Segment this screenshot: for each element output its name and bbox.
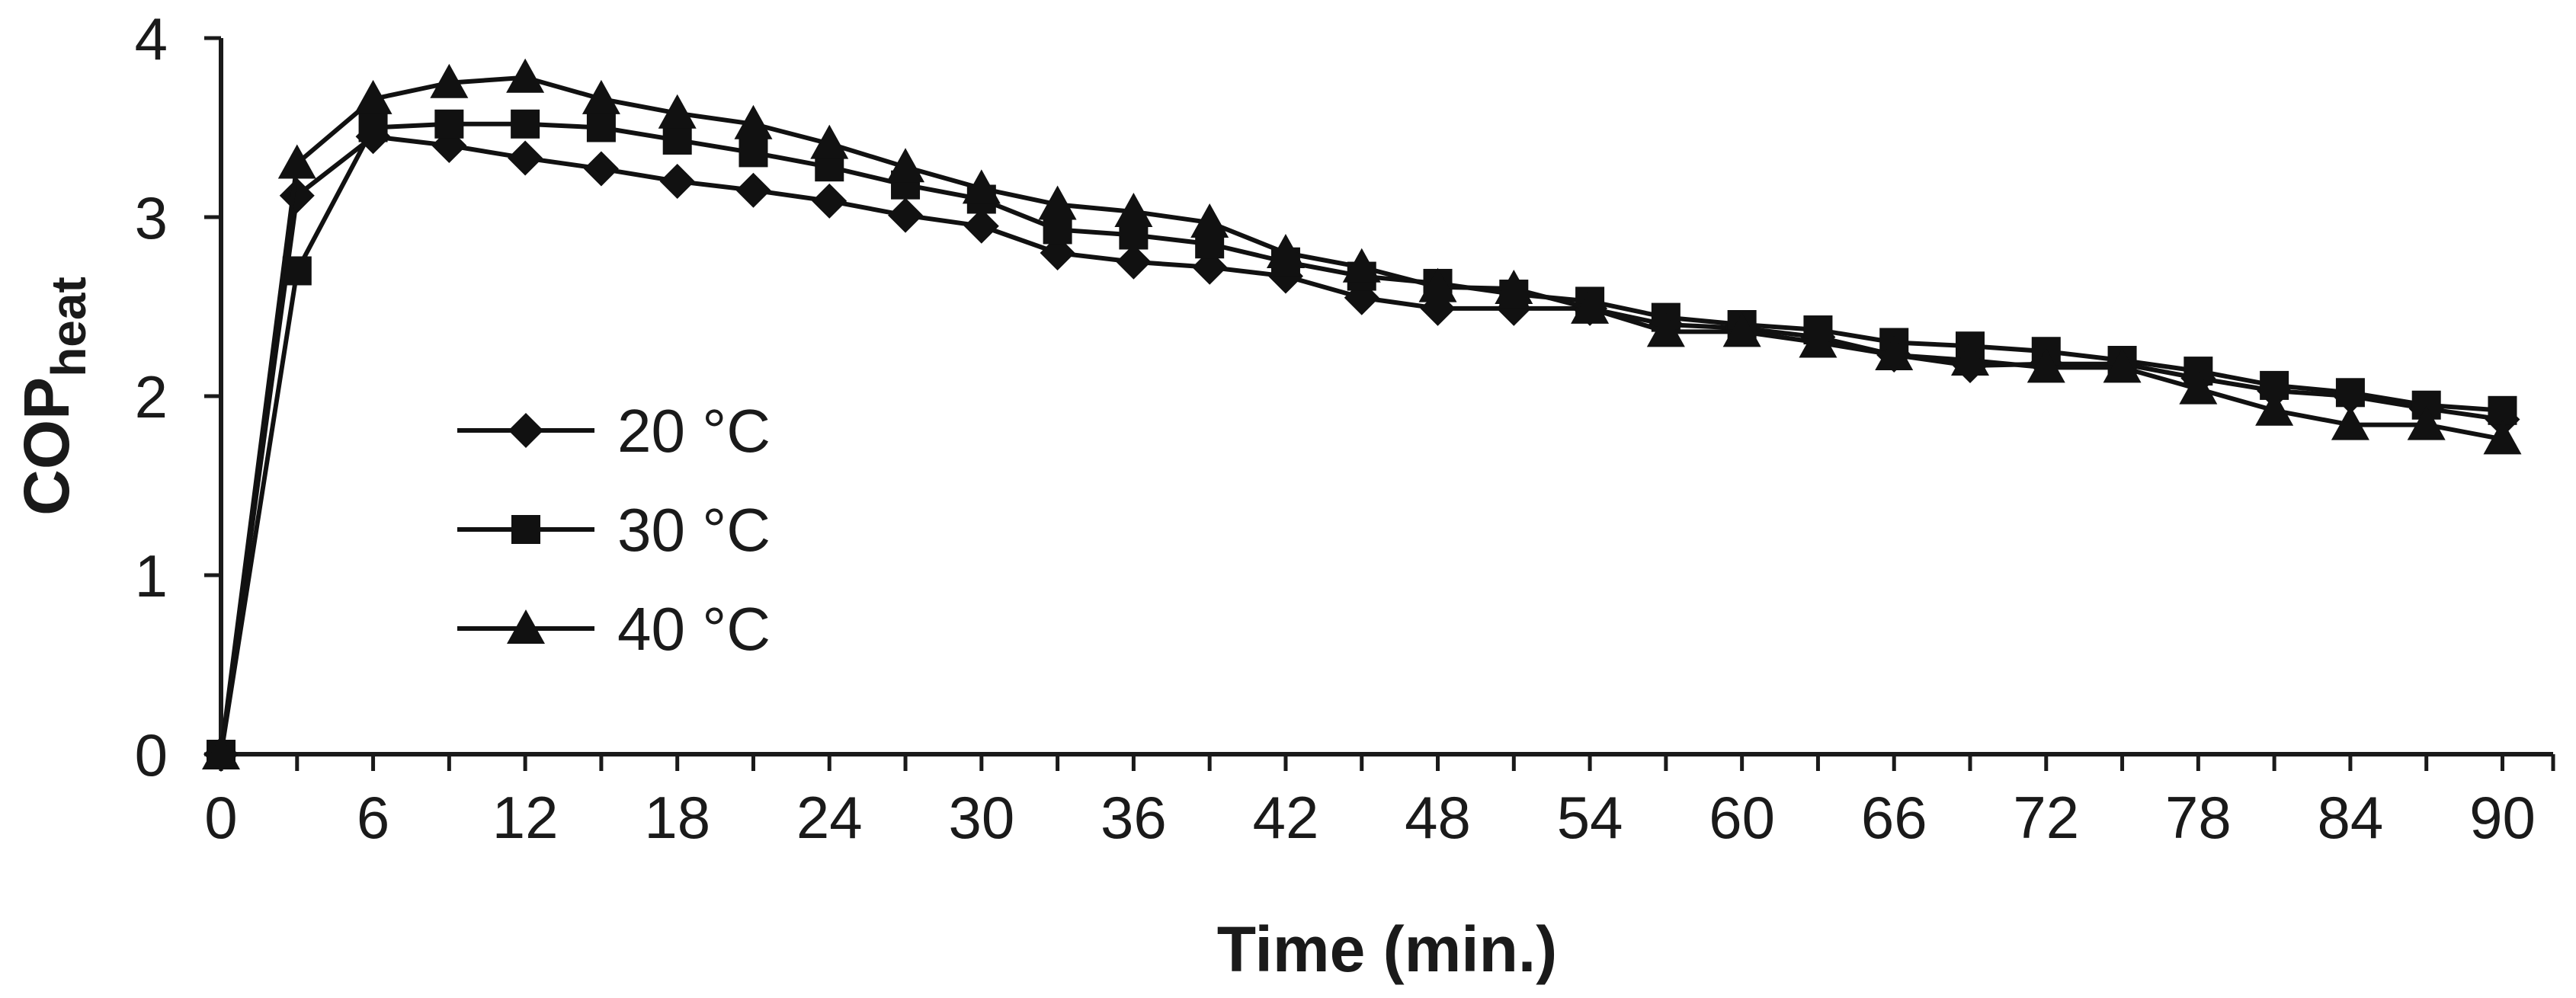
data-point	[739, 138, 768, 168]
legend-label: 40 °C	[617, 595, 771, 663]
data-point	[430, 63, 469, 98]
x-tick-label: 66	[1861, 784, 1927, 851]
data-point	[1114, 192, 1153, 227]
data-point	[279, 178, 315, 213]
x-tick-label: 84	[2318, 784, 2384, 851]
data-point	[1192, 249, 1228, 285]
x-tick-label: 60	[1709, 784, 1775, 851]
y-tick-label: 4	[135, 5, 168, 72]
y-axis-title-main: COP	[11, 377, 82, 516]
data-point	[963, 208, 999, 244]
data-point	[434, 109, 464, 139]
data-point	[1951, 341, 1989, 376]
x-tick-label: 78	[2165, 784, 2232, 851]
data-point	[583, 151, 619, 187]
x-tick-label: 6	[357, 784, 389, 851]
y-axis-title-subscript: heat	[41, 277, 96, 377]
data-point	[886, 148, 925, 183]
legend-label: 20 °C	[617, 397, 771, 465]
data-point	[277, 144, 316, 179]
series-diamond	[203, 119, 2520, 772]
data-point	[662, 125, 692, 155]
series-triangle	[202, 58, 2522, 769]
series-square	[207, 109, 2517, 769]
y-tick-label: 3	[135, 184, 168, 251]
x-tick-label: 24	[796, 784, 863, 851]
x-tick-label: 30	[948, 784, 1014, 851]
data-point	[202, 735, 240, 769]
x-tick-label: 36	[1101, 784, 1167, 851]
data-point	[1266, 234, 1305, 268]
data-point	[659, 164, 695, 199]
data-point	[1646, 312, 1685, 347]
data-point	[506, 58, 545, 93]
legend-item: 40 °C	[457, 595, 771, 663]
data-point	[962, 169, 1001, 204]
series-line	[219, 75, 2504, 755]
x-tick-label: 72	[2013, 784, 2079, 851]
data-point	[2179, 369, 2218, 405]
legend-marker	[511, 515, 540, 544]
data-point	[735, 172, 771, 208]
legend-item: 30 °C	[457, 496, 771, 564]
data-point	[1038, 185, 1077, 220]
data-point	[1495, 270, 1533, 304]
data-point	[586, 113, 616, 142]
legend-marker	[508, 413, 543, 448]
y-tick-label: 0	[135, 721, 168, 788]
x-tick-label: 12	[492, 784, 559, 851]
y-axis-title: COPheat	[11, 277, 96, 516]
y-tick-label: 1	[135, 542, 168, 609]
y-tick-label: 2	[135, 363, 168, 430]
data-point	[2027, 348, 2065, 383]
data-point	[888, 197, 924, 233]
data-point	[358, 113, 388, 142]
data-point	[1043, 215, 1072, 245]
data-point	[810, 124, 849, 159]
data-point	[508, 140, 543, 176]
series-line	[219, 121, 2503, 755]
data-point	[2407, 405, 2446, 440]
series-layer	[202, 58, 2522, 772]
data-point	[582, 79, 620, 114]
data-point	[812, 183, 847, 219]
y-axis: 0 1 2 3 4	[135, 5, 223, 788]
y-ticks: 0 1 2 3 4	[135, 5, 221, 788]
series-line	[219, 134, 2503, 755]
data-point	[282, 256, 312, 286]
legend-item: 20 °C	[457, 397, 771, 465]
data-point	[1571, 289, 1610, 324]
legend-marker	[507, 609, 545, 644]
data-point	[1190, 203, 1229, 238]
data-point	[2483, 420, 2522, 455]
x-tick-label: 18	[644, 784, 710, 851]
data-point	[1418, 267, 1457, 302]
legend: 20 °C 30 °C 40 °C	[457, 397, 771, 663]
x-tick-label: 48	[1405, 784, 1471, 851]
data-point	[1040, 235, 1075, 270]
x-ticks: 0 6 12 18 24 30 36 42 48 54 60 66 72 78 84 90	[204, 754, 2555, 851]
x-tick-label: 90	[2469, 784, 2536, 851]
data-point	[1875, 335, 1914, 370]
data-point	[1722, 312, 1761, 347]
x-tick-label: 54	[1557, 784, 1623, 851]
data-point	[1116, 244, 1152, 280]
x-axis-title: Time (min.)	[1217, 913, 1558, 985]
x-tick-label: 42	[1253, 784, 1319, 851]
data-point	[1799, 323, 1837, 358]
x-tick-label: 0	[204, 784, 237, 851]
data-point	[511, 109, 540, 139]
data-point	[734, 104, 773, 139]
data-point	[354, 79, 392, 114]
data-point	[2331, 405, 2369, 440]
legend-label: 30 °C	[617, 496, 771, 564]
data-point	[2335, 378, 2365, 408]
data-point	[2103, 348, 2142, 383]
data-point	[1342, 248, 1381, 283]
data-point	[2255, 391, 2294, 426]
x-axis: 0 6 12 18 24 30 36 42 48 54 60 66 72 78 84 90	[204, 752, 2555, 851]
data-point	[658, 94, 697, 129]
